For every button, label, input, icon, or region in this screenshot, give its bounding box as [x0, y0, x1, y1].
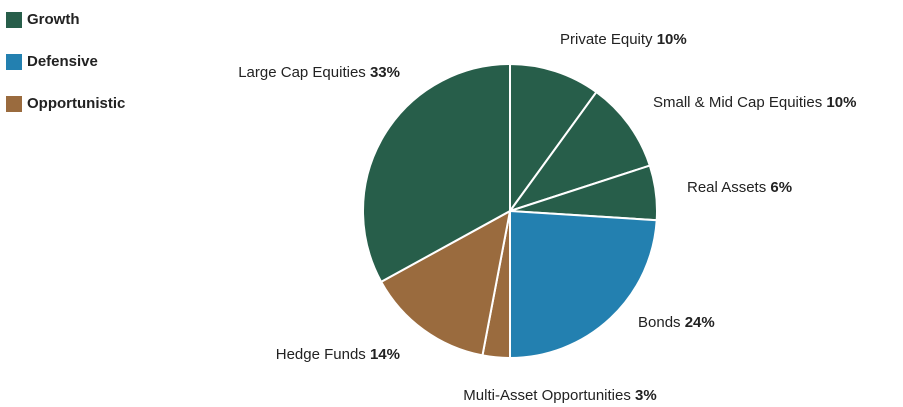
slice-value: 33% — [370, 64, 400, 81]
slice-value: 14% — [370, 346, 400, 363]
slice-name: Bonds — [638, 314, 681, 331]
slice-name: Multi-Asset Opportunities — [463, 387, 631, 404]
slice-label: Private Equity 10% — [560, 31, 687, 48]
legend-label: Opportunistic — [27, 95, 125, 112]
pie-slice — [379, 209, 512, 357]
slice-value: 10% — [657, 31, 687, 48]
slice-value: 6% — [770, 179, 792, 196]
slice-label: Multi-Asset Opportunities 3% — [463, 387, 656, 404]
pie-slice — [362, 62, 511, 284]
slice-name: Private Equity — [560, 31, 653, 48]
pie-slice — [507, 90, 652, 213]
slice-name: Small & Mid Cap Equities — [653, 94, 822, 111]
legend-swatch — [6, 96, 22, 112]
slice-value: 24% — [685, 314, 715, 331]
slice-name: Real Assets — [687, 179, 766, 196]
legend-label: Growth — [27, 11, 80, 28]
slice-name: Hedge Funds — [276, 346, 366, 363]
legend-label: Defensive — [27, 53, 98, 70]
pie-slice — [509, 209, 658, 360]
slice-label: Real Assets 6% — [687, 179, 792, 196]
slice-value: 3% — [635, 387, 657, 404]
legend-swatch — [6, 12, 22, 28]
slice-label: Small & Mid Cap Equities 10% — [653, 94, 856, 111]
slice-name: Large Cap Equities — [238, 64, 366, 81]
slice-label: Hedge Funds 14% — [276, 346, 400, 363]
slice-label: Large Cap Equities 33% — [238, 64, 400, 81]
slice-label: Bonds 24% — [638, 314, 715, 331]
legend-swatch — [6, 54, 22, 70]
pie-slice — [509, 62, 598, 215]
slice-value: 10% — [826, 94, 856, 111]
